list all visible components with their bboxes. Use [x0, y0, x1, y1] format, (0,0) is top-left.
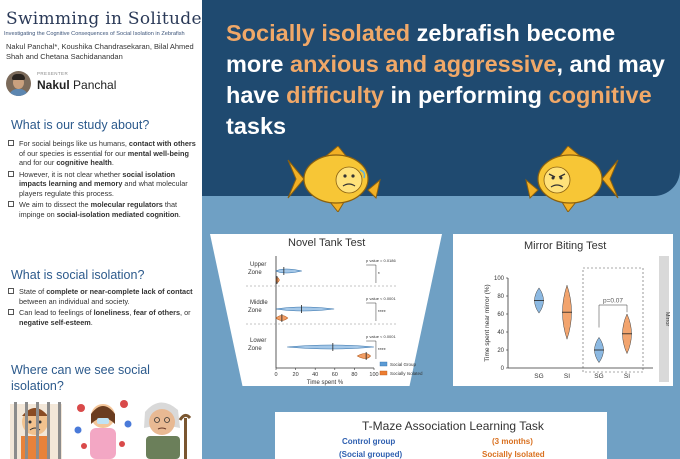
p-value-3: p value < 0.0001: [366, 334, 396, 339]
presenter-last-name: Panchal: [73, 78, 117, 92]
zone-label-3: Lower Zone: [248, 338, 266, 352]
violin-sg-2: [275, 306, 335, 312]
presenter-first-name: Nakul: [37, 78, 70, 92]
mirror-strip: [659, 256, 669, 382]
isolation-examples: [10, 400, 192, 459]
presenter-label: PRESENTER: [37, 71, 69, 76]
significance-3: ****: [378, 348, 386, 354]
y-tick-label-60: 60: [497, 312, 504, 318]
mirror-biting-title: Mirror Biting Test: [524, 240, 607, 252]
poster-subtitle: Investigating the Cognitive Consequences…: [4, 31, 185, 37]
isolated-group-label: Socially Isolated: [482, 450, 545, 459]
angry-fish-icon: [525, 146, 619, 212]
isolation-bullets: State of complete or near-complete lack …: [6, 287, 198, 329]
x-tick-label-1: SG: [534, 373, 543, 380]
headline: Socially isolated zebrafish become more …: [226, 20, 665, 139]
legend-si-swatch: [379, 370, 388, 376]
headline-banner: Socially isolated zebrafish become more …: [202, 0, 680, 196]
x-tick-label-40: 40: [312, 372, 318, 378]
violin-si-3: [356, 353, 371, 359]
zone-label-1: Upper Zone: [248, 262, 266, 276]
violin-si-1: [275, 277, 280, 283]
authors: Nakul Panchal*, Koushika Chandrasekaran,…: [6, 42, 194, 61]
virus-person-icon: [74, 400, 132, 459]
novel-tank-title: Novel Tank Test: [288, 237, 366, 249]
presenter-name: Nakul Panchal: [37, 78, 116, 92]
section-heading-isolation: What is social isolation?: [11, 268, 145, 282]
zone-label-2: Middle Zone: [248, 300, 268, 314]
study-bullets: For social beings like us humans, contac…: [6, 139, 198, 221]
y-axis-label: Time spent near mirror (%): [484, 284, 491, 361]
y-tick-label-20: 20: [497, 348, 504, 354]
duration-label: (3 months): [492, 437, 533, 446]
x-tick-label-100: 100: [369, 372, 378, 378]
list-item: However, it is not clear whether social …: [6, 170, 198, 199]
anxious-fish-icon: [287, 146, 381, 212]
p-value-2: p value < 0.0001: [366, 296, 396, 301]
list-item: Can lead to feelings of loneliness, fear…: [6, 308, 198, 327]
violin-sg-3: [287, 344, 375, 350]
bracket-3: [366, 340, 377, 359]
list-item: We aim to dissect the molecular regulato…: [6, 200, 198, 219]
bracket-1: [366, 264, 377, 283]
control-group-label: Control group: [342, 437, 396, 446]
x-tick-label-3: SG: [594, 373, 603, 380]
y-tick-label-100: 100: [494, 276, 505, 282]
section-heading-study: What is our study about?: [11, 118, 150, 132]
mirror-group-box: [582, 267, 644, 373]
elderly-person-icon: [144, 402, 192, 459]
left-column: Swimming in Solitude: Investigating the …: [0, 0, 203, 459]
y-tick-label-40: 40: [497, 330, 504, 336]
y-tick-label-0: 0: [501, 366, 505, 372]
tmaze-panel: [275, 412, 607, 459]
x-tick-label-4: SI: [624, 373, 630, 380]
control-group-sub: (Social grouped): [339, 450, 403, 459]
x-tick-label-0: 0: [274, 372, 277, 378]
legend-sg-swatch: [379, 361, 388, 367]
right-column: Socially isolated zebrafish become more …: [202, 0, 680, 459]
avatar: [6, 71, 31, 96]
mirror-side-label: Mirror: [664, 312, 670, 327]
list-item: For social beings like us humans, contac…: [6, 139, 198, 168]
y-tick-label-80: 80: [497, 294, 504, 300]
x-tick-label-80: 80: [351, 372, 357, 378]
poster-title: Swimming in Solitude:: [6, 9, 203, 29]
x-tick-label-2: SI: [564, 373, 570, 380]
p-value-1: p value = 0.0186: [366, 258, 396, 263]
p-bracket: [598, 304, 628, 328]
list-item: State of complete or near-complete lack …: [6, 287, 198, 306]
legend-sg-label: Social Group: [390, 362, 417, 367]
x-tick-label-60: 60: [332, 372, 338, 378]
legend-si-label: Socially Isolated: [390, 371, 423, 376]
p-value-label: p=0.07: [603, 297, 623, 304]
x-tick-label-20: 20: [293, 372, 299, 378]
bracket-2: [366, 302, 377, 321]
jail-person-icon: [10, 402, 62, 459]
tmaze-title: T-Maze Association Learning Task: [362, 419, 544, 433]
significance-1: *: [378, 272, 380, 278]
novel-tank-chart: Upper Zone Middle Zone Lower Zone p value = 0.…: [246, 256, 423, 386]
x-axis-label: Time spent %: [307, 380, 344, 386]
presenter: PRESENTER Nakul Panchal: [6, 69, 196, 99]
significance-2: ****: [378, 310, 386, 316]
section-heading-where: Where can we see social isolation?: [11, 363, 150, 393]
violin-sg-1: [275, 268, 302, 274]
